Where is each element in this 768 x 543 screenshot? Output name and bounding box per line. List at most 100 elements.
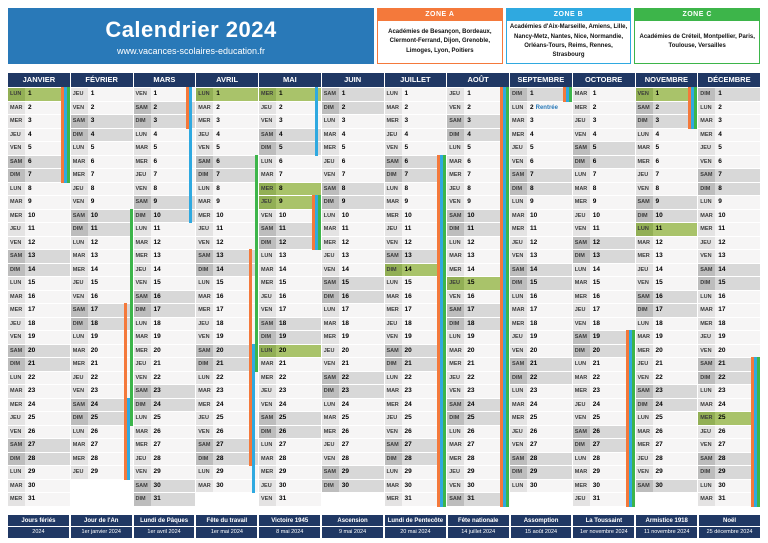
zone-a-stripe [123,465,127,480]
zone-b-stripe [189,154,193,169]
day-number: 14 [279,265,287,273]
day-number: 14 [153,265,161,273]
zone-c-stripe [506,397,509,412]
zone-b-stripe [565,87,569,102]
day-name: VEN [321,358,339,371]
day-name: DIM [259,142,276,155]
day-name: VEN [70,101,88,114]
day-name: VEN [133,277,151,290]
zone-c-stripe [317,195,321,210]
day-row: LUN 28 [572,451,635,466]
day-row: DIM 17 [133,304,196,318]
day-row: MER 17 [384,303,447,318]
day-row: LUN 15 [196,276,258,291]
day-name: SAM [8,344,25,357]
day-row: MAR 15 [572,277,635,291]
day-number: 16 [530,292,538,300]
day-name: SAM [384,155,402,168]
day-number: 17 [216,306,224,313]
day-name: VEN [8,331,25,344]
zone-a-stripe [123,330,127,345]
day-name: LUN [447,425,465,438]
day-row: LUN 8 [196,181,258,196]
day-row: MAR 27 [447,438,509,453]
day-number: 26 [153,427,161,435]
zone-c-stripe [443,397,447,412]
day-row: JEU 8 [447,181,509,196]
day-name: DIM [384,452,402,465]
day-number: 22 [28,373,36,381]
legend-date: 9 mai 2024 [338,528,367,535]
day-name: MER [259,88,276,101]
day-name: LUN [572,169,590,182]
day-name: MER [698,223,716,236]
zone-c-stripe [506,276,509,291]
day-name: SAM [196,344,214,357]
day-name: JEU [133,263,151,276]
day-number: 30 [216,481,224,489]
day-number: 13 [655,252,663,259]
zone-a-stripe [500,411,503,426]
zone-c-stripe [255,262,258,277]
day-name: MER [70,358,88,371]
day-row: VEN 4 [572,128,635,142]
day-name: VEN [133,466,151,479]
day-row: MAR 26 [635,425,698,439]
day-number: 23 [655,387,663,394]
day-row: JEU 30 [259,479,321,493]
day-row: DIM 18 [447,316,509,331]
day-name: VEN [321,452,339,465]
zone-c-stripe [443,465,447,480]
zone-a-stripe [500,357,503,372]
zone-a-stripe [60,154,64,169]
site-url-link[interactable]: www.vacances-scolaires-education.fr [116,45,266,56]
day-row: VEN 15 [133,277,196,291]
zone-a-stripe [500,127,503,142]
zone-c-stripe [506,208,509,223]
zone-b-stripe [63,114,67,129]
day-name: VEN [8,425,25,438]
day-name: JEU [572,304,590,317]
zone-b-stripe [63,87,67,102]
day-name: SAM [321,277,339,290]
day-row: SAM 17 [447,303,509,318]
day-row: MER 15 [259,277,321,291]
day-row: LUN 10 [321,209,384,223]
day-row: JEU 22 [447,370,509,385]
day-row: SAM 27 [196,438,258,453]
day-name: JEU [196,412,214,425]
day-number: 1 [467,90,471,97]
day-row: JEU 20 [321,344,384,358]
day-row: SAM 29 [321,466,384,480]
zone-a-stripe [500,424,503,439]
day-number: 17 [467,306,475,313]
day-name: MAR [698,209,716,222]
day-number: 30 [530,481,538,489]
day-name: VEN [70,196,88,209]
zone-c-stripe [694,114,698,129]
zone-a-stripe [249,384,252,399]
day-name: MER [133,155,151,168]
day-number: 19 [90,333,98,340]
day-number: 18 [404,319,412,327]
zone-c-stripe [66,168,70,183]
day-row: JEU 15 [447,276,509,291]
day-name: LUN [447,331,465,344]
zone-a-stripe [123,316,127,331]
day-row: JEU 19 [510,331,572,345]
zone-a-stripe [500,438,503,453]
zone-c-stripe [506,370,509,385]
day-row: MER 28 [447,451,509,466]
day-name: MAR [133,331,151,344]
day-row: SAM 19 [572,330,635,345]
zone-a-stripe [311,208,315,223]
zone-b-stripe [440,451,444,466]
day-name: VEN [510,344,527,357]
day-row: LUN 1 [196,88,258,102]
day-name: VEN [510,250,527,263]
day-name: MER [70,452,88,465]
day-row: DIM 3 [133,114,196,129]
day-row: JEU 2 [259,100,321,115]
zone-b-stripe [314,127,318,142]
day-row: DIM 8 [698,182,760,196]
